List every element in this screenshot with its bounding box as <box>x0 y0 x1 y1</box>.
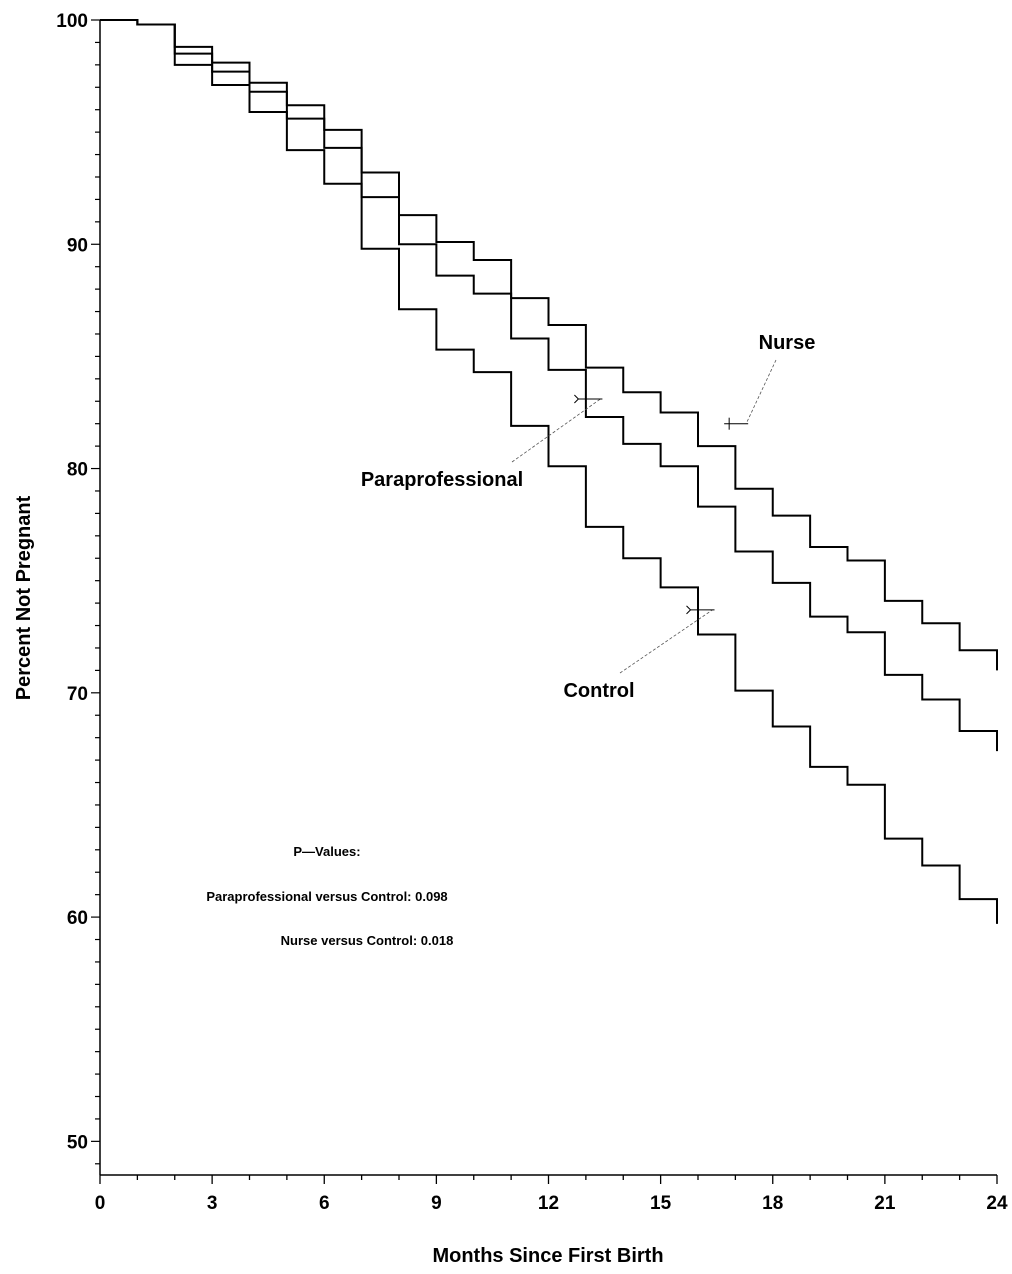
x-tick-label: 6 <box>319 1193 330 1214</box>
label-layer: Nurse Paraprofessional Control <box>361 332 816 702</box>
x-axis-title: Months Since First Birth <box>432 1245 663 1267</box>
leader-line-control <box>619 609 713 674</box>
y-tick-label: 80 <box>67 460 88 481</box>
series-layer <box>100 19 998 924</box>
axes: 0 3 6 9 12 15 18 21 24 50 60 70 80 90 100 <box>56 11 1008 1214</box>
marker-arrow <box>686 605 692 615</box>
y-tick-label: 60 <box>67 908 88 929</box>
pvalue-para-vs-control: Paraprofessional versus Control: 0.098 <box>206 889 447 904</box>
x-tick-label: 21 <box>874 1193 896 1214</box>
x-tick-label: 24 <box>986 1193 1008 1214</box>
x-tick-label: 9 <box>431 1193 442 1214</box>
y-tick-label: 50 <box>67 1132 88 1153</box>
series-line-paraprofessional <box>100 19 998 752</box>
x-tick-label: 15 <box>650 1193 672 1214</box>
series-label-nurse: Nurse <box>759 332 816 354</box>
x-tick-label: 0 <box>95 1193 106 1214</box>
y-tick-label: 90 <box>67 235 88 256</box>
series-label-control: Control <box>563 680 634 702</box>
pvalue-nurse-vs-control: Nurse versus Control: 0.018 <box>281 933 454 948</box>
leader-line-nurse <box>745 359 777 424</box>
series-label-paraprofessional: Paraprofessional <box>361 469 523 491</box>
series-line-control <box>100 19 998 924</box>
x-tick-label: 12 <box>538 1193 559 1214</box>
pvalues-heading: P—Values: <box>293 844 360 859</box>
y-tick-label: 100 <box>56 11 88 32</box>
marker-arrow <box>574 394 580 404</box>
y-axis-title: Percent Not Pregnant <box>13 495 35 700</box>
y-tick-label: 70 <box>67 684 88 705</box>
x-tick-label: 3 <box>207 1193 218 1214</box>
leader-line-paraprofessional <box>511 398 601 463</box>
x-tick-label: 18 <box>762 1193 783 1214</box>
